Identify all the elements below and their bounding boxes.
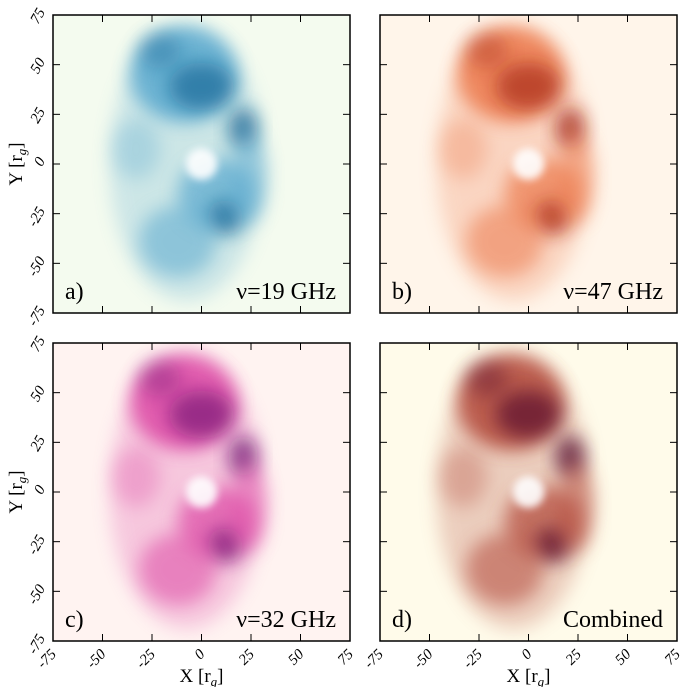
panel: -75 -50 -25 0 25 50 75 a) ν=19 GHz — [25, 5, 350, 329]
x-tick-label: 50 — [612, 646, 634, 668]
core — [513, 148, 545, 180]
y-tick-label: -50 — [25, 582, 49, 608]
emission — [139, 33, 181, 69]
x-tick-label: 50 — [285, 646, 307, 668]
x-tick-label: -50 — [84, 646, 110, 672]
axis-label: Y [rg] — [6, 142, 29, 185]
axis-label-end: ] — [6, 470, 27, 476]
y-tick-label: 50 — [28, 55, 50, 76]
annotation: ν=19 GHz — [236, 279, 336, 305]
y-tick-label: 75 — [28, 5, 50, 26]
emission — [558, 134, 594, 223]
x-tick-label: -25 — [460, 646, 486, 672]
emission — [466, 361, 508, 397]
image — [380, 15, 677, 313]
emission — [496, 63, 561, 111]
axis-label-end: ] — [6, 142, 27, 148]
image — [53, 15, 350, 313]
x-tick-label: -25 — [133, 646, 159, 672]
emission — [231, 134, 267, 223]
emission — [169, 63, 234, 111]
y-tick-label: 0 — [31, 482, 49, 497]
x-tick-label: 25 — [563, 646, 585, 668]
x-tick-label: -75 — [361, 646, 387, 672]
annotation: Combined — [563, 607, 663, 633]
panel: b) ν=47 GHz — [380, 15, 677, 313]
y-tick-label: 25 — [28, 105, 50, 126]
emission — [112, 447, 160, 507]
axis-label-main: X [r — [507, 666, 539, 687]
y-tick-label: -25 — [25, 204, 49, 230]
annotation: ν=47 GHz — [563, 279, 663, 305]
image — [53, 343, 350, 641]
emission — [139, 534, 216, 606]
panel-label: b) — [392, 279, 412, 305]
emission — [558, 462, 594, 551]
axis-label-main: Y [r — [6, 155, 27, 186]
emission — [169, 391, 234, 439]
emission — [231, 462, 267, 551]
axis-label-end: ] — [217, 666, 223, 687]
core — [186, 148, 218, 180]
emission — [139, 361, 181, 397]
y-tick-label: 25 — [28, 433, 50, 454]
panel-label: a) — [65, 279, 84, 305]
axis-label-main: X [r — [180, 666, 212, 687]
axis-label: X [rg] — [507, 666, 551, 687]
annotation: ν=32 GHz — [236, 607, 336, 633]
core — [186, 476, 218, 508]
emission — [139, 206, 216, 278]
axis-label: Y [rg] — [6, 470, 29, 513]
axis-label: X [rg] — [180, 666, 224, 687]
x-tick-label: 0 — [519, 646, 536, 663]
emission — [466, 206, 543, 278]
emission — [439, 119, 487, 179]
y-tick-label: -50 — [25, 254, 49, 280]
y-tick-label: 75 — [28, 333, 50, 354]
x-tick-label: 0 — [192, 646, 209, 663]
x-tick-label: -50 — [411, 646, 437, 672]
panel-label: c) — [65, 607, 84, 633]
panel: -75 -50 -25 0 25 50 75 d) Combined — [361, 343, 683, 672]
emission — [466, 534, 543, 606]
core — [513, 476, 545, 508]
y-tick-label: 0 — [31, 154, 49, 169]
image — [380, 343, 677, 641]
emission — [466, 33, 508, 69]
emission — [496, 391, 561, 439]
page: -75 -50 -25 0 25 50 75 a) ν=19 GHz Y [rg] b) ν=47 G… — [0, 0, 683, 687]
emission — [439, 447, 487, 507]
x-tick-label: 75 — [662, 646, 683, 668]
axis-label-end: ] — [544, 666, 550, 687]
x-tick-label: 75 — [335, 646, 357, 668]
figure: -75 -50 -25 0 25 50 75 a) ν=19 GHz Y [rg] b) ν=47 G… — [0, 0, 683, 687]
y-tick-label: 50 — [28, 383, 50, 404]
panel-label: d) — [392, 607, 412, 633]
y-tick-label: -25 — [25, 532, 49, 558]
emission — [112, 119, 160, 179]
y-tick-label: -75 — [25, 303, 49, 329]
axis-label-main: Y [r — [6, 483, 27, 514]
x-tick-label: 25 — [236, 646, 258, 668]
